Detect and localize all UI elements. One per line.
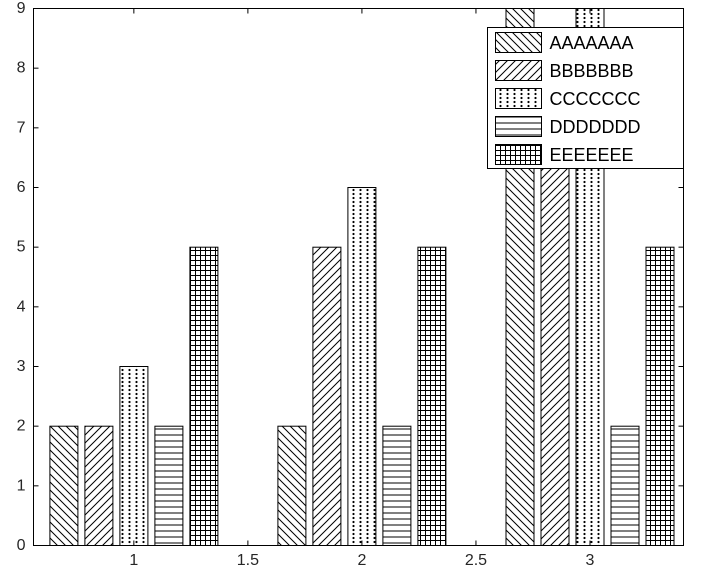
bar-EEEEEEE-x1 [189, 246, 219, 546]
legend-label: BBBBBBB [550, 61, 634, 81]
y-tick-label: 0 [17, 537, 26, 554]
y-tick-label: 6 [17, 179, 26, 196]
legend-swatch-diagonal-back-icon [495, 32, 542, 53]
legend-swatch-grid-icon [495, 144, 542, 165]
legend-label: DDDDDDD [550, 117, 641, 137]
x-tick-label: 2 [357, 552, 366, 569]
legend-label: EEEEEEE [550, 145, 634, 165]
bar-DDDDDDD-x3 [610, 425, 640, 546]
y-tick-label: 4 [17, 298, 26, 315]
y-tick-label: 2 [17, 418, 26, 435]
x-tick-label: 1.5 [237, 552, 259, 569]
y-tick-label: 5 [17, 239, 26, 256]
bar-BBBBBBB-x1 [84, 425, 114, 546]
y-tick-label: 9 [17, 0, 26, 17]
y-tick-label: 8 [17, 60, 26, 77]
x-tick-label: 1 [129, 552, 138, 569]
legend-label: AAAAAAA [550, 33, 634, 53]
legend-swatch-dots-icon [495, 88, 542, 109]
plot-border [33, 8, 684, 546]
y-tick-label: 1 [17, 477, 26, 494]
legend-swatch-horizontal-icon [495, 116, 542, 137]
legend-swatch-diagonal-forward-icon [495, 60, 542, 81]
y-tick-label: 3 [17, 358, 26, 375]
bar-DDDDDDD-x2 [382, 425, 412, 546]
bar-CCCCCCC-x1 [119, 366, 149, 546]
bar-DDDDDDD-x1 [154, 425, 184, 546]
bar-AAAAAAA-x2 [277, 425, 307, 546]
bar-CCCCCCC-x2 [347, 187, 377, 546]
bar-AAAAAAA-x1 [49, 425, 79, 546]
bar-BBBBBBB-x2 [312, 246, 342, 546]
bar-EEEEEEE-x3 [645, 246, 675, 546]
bar-EEEEEEE-x2 [417, 246, 447, 546]
x-tick-label: 2.5 [465, 552, 487, 569]
legend-label: CCCCCCC [550, 89, 641, 109]
legend: AAAAAAA BBBBBBB CCCCCCC DDDDDDD EEEEEEE [487, 27, 684, 169]
y-tick-label: 7 [17, 119, 26, 136]
x-tick-label: 3 [586, 552, 595, 569]
